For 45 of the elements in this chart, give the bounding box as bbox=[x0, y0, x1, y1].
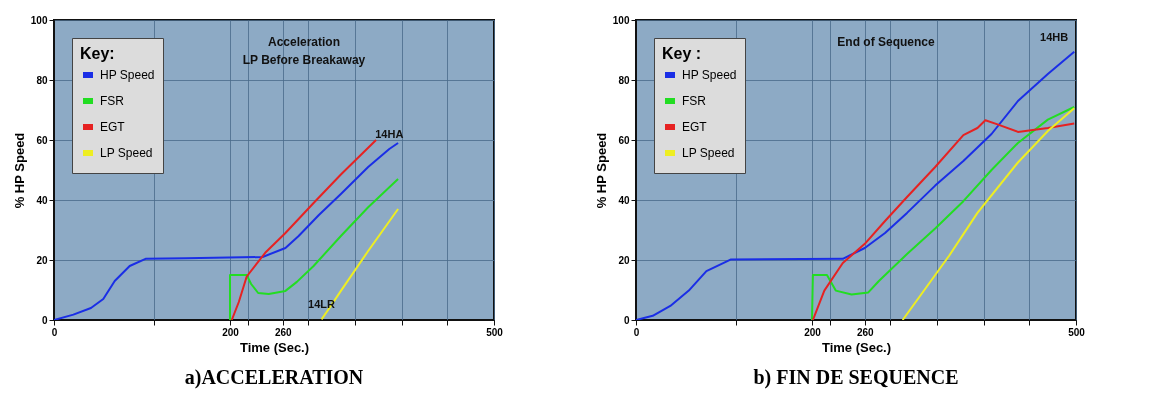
y-tick-label: 100 bbox=[612, 14, 630, 26]
legend-label: EGT bbox=[682, 120, 708, 134]
legend-label: EGT bbox=[100, 120, 126, 134]
annotation: 14HA bbox=[375, 128, 404, 140]
text: a)ACCELERATION bbox=[184, 366, 364, 389]
x-tick-label: 260 bbox=[856, 326, 875, 338]
line-series bbox=[901, 107, 1076, 320]
legend-title: Key: bbox=[80, 45, 115, 62]
line-series bbox=[54, 142, 400, 320]
text: b) FIN DE SEQUENCE bbox=[753, 366, 959, 389]
y-tick-label: 40 bbox=[618, 194, 630, 206]
legend-label: LP Speed bbox=[100, 146, 153, 160]
y-axis-title: % HP Speed bbox=[593, 132, 609, 209]
x-tick-label: 0 bbox=[51, 326, 58, 338]
y-tick-label: 40 bbox=[36, 194, 48, 206]
x-tick-label: 200 bbox=[222, 326, 240, 338]
x-tick-label: 0 bbox=[633, 326, 640, 338]
legend-label: FSR bbox=[682, 94, 707, 108]
y-tick-label: 20 bbox=[36, 254, 48, 266]
line-series bbox=[230, 139, 378, 320]
x-tick-label: 500 bbox=[486, 326, 504, 338]
x-axis-title: Time (Sec.) bbox=[239, 339, 310, 355]
legend-label: HP Speed bbox=[100, 68, 155, 82]
y-tick-label: 0 bbox=[41, 314, 48, 326]
annotation: End of Sequence bbox=[837, 35, 935, 49]
y-tick-label: 80 bbox=[36, 74, 48, 86]
line-series bbox=[229, 178, 400, 320]
y-tick-label: 60 bbox=[618, 134, 630, 146]
legend-label: LP Speed bbox=[682, 146, 735, 160]
x-tick-label: 260 bbox=[274, 326, 293, 338]
y-axis-title: % HP Speed bbox=[11, 132, 27, 209]
annotation: 14HB bbox=[1040, 30, 1069, 43]
x-axis-title: Time (Sec.) bbox=[821, 339, 892, 355]
annotation: Acceleration bbox=[267, 35, 341, 49]
y-tick-label: 0 bbox=[623, 314, 630, 326]
legend-label: HP Speed bbox=[682, 68, 737, 82]
y-tick-label: 60 bbox=[36, 134, 48, 146]
x-tick-label: 500 bbox=[1068, 326, 1086, 338]
y-tick-label: 20 bbox=[618, 254, 630, 266]
annotation: LP Before Breakaway bbox=[242, 53, 366, 67]
y-tick-label: 80 bbox=[618, 74, 630, 86]
legend-title: Key : bbox=[662, 45, 702, 62]
y-tick-label: 100 bbox=[30, 14, 48, 26]
x-tick-label: 200 bbox=[804, 326, 822, 338]
legend-label: FSR bbox=[100, 94, 125, 108]
